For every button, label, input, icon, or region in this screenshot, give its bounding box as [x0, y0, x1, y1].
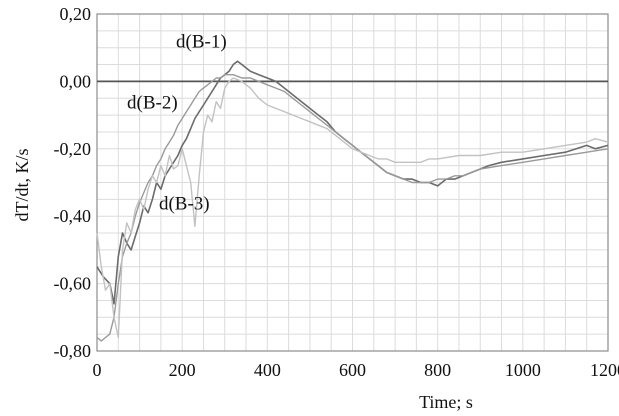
chart-grid: [96, 13, 609, 352]
plot-border: [96, 13, 609, 352]
y-tick-label: 0,00: [60, 71, 92, 91]
series-annotation: d(B-2): [127, 92, 178, 113]
series-annotation: d(B-3): [159, 193, 210, 214]
series-lines: [96, 60, 609, 342]
series-annotation: d(B-1): [176, 32, 227, 53]
series-line-2: [96, 73, 609, 342]
y-axis-label: dT/dt, K/s: [12, 148, 32, 221]
series-annotations: d(B-1) d(B-2) d(B-3): [127, 32, 227, 215]
series-line-3: [96, 77, 609, 339]
y-tick-label: 0,20: [60, 4, 92, 24]
axis-labels: Time; s dT/dt, K/s: [12, 148, 473, 412]
x-tick-label: 800: [424, 360, 451, 380]
x-tick-label: 200: [169, 360, 196, 380]
x-axis-label: Time; s: [419, 392, 473, 412]
y-tick-label: -0,60: [54, 274, 92, 294]
y-tick-label: -0,40: [54, 206, 92, 226]
x-tick-label: 1000: [505, 360, 541, 380]
x-tick-label: 600: [339, 360, 366, 380]
x-tick-label: 400: [254, 360, 281, 380]
y-tick-label: -0,80: [54, 341, 92, 361]
series-line-1: [96, 60, 609, 305]
plot-area-frame: [96, 13, 609, 352]
y-tick-label: -0,20: [54, 139, 92, 159]
x-tick-label: 0: [93, 360, 102, 380]
